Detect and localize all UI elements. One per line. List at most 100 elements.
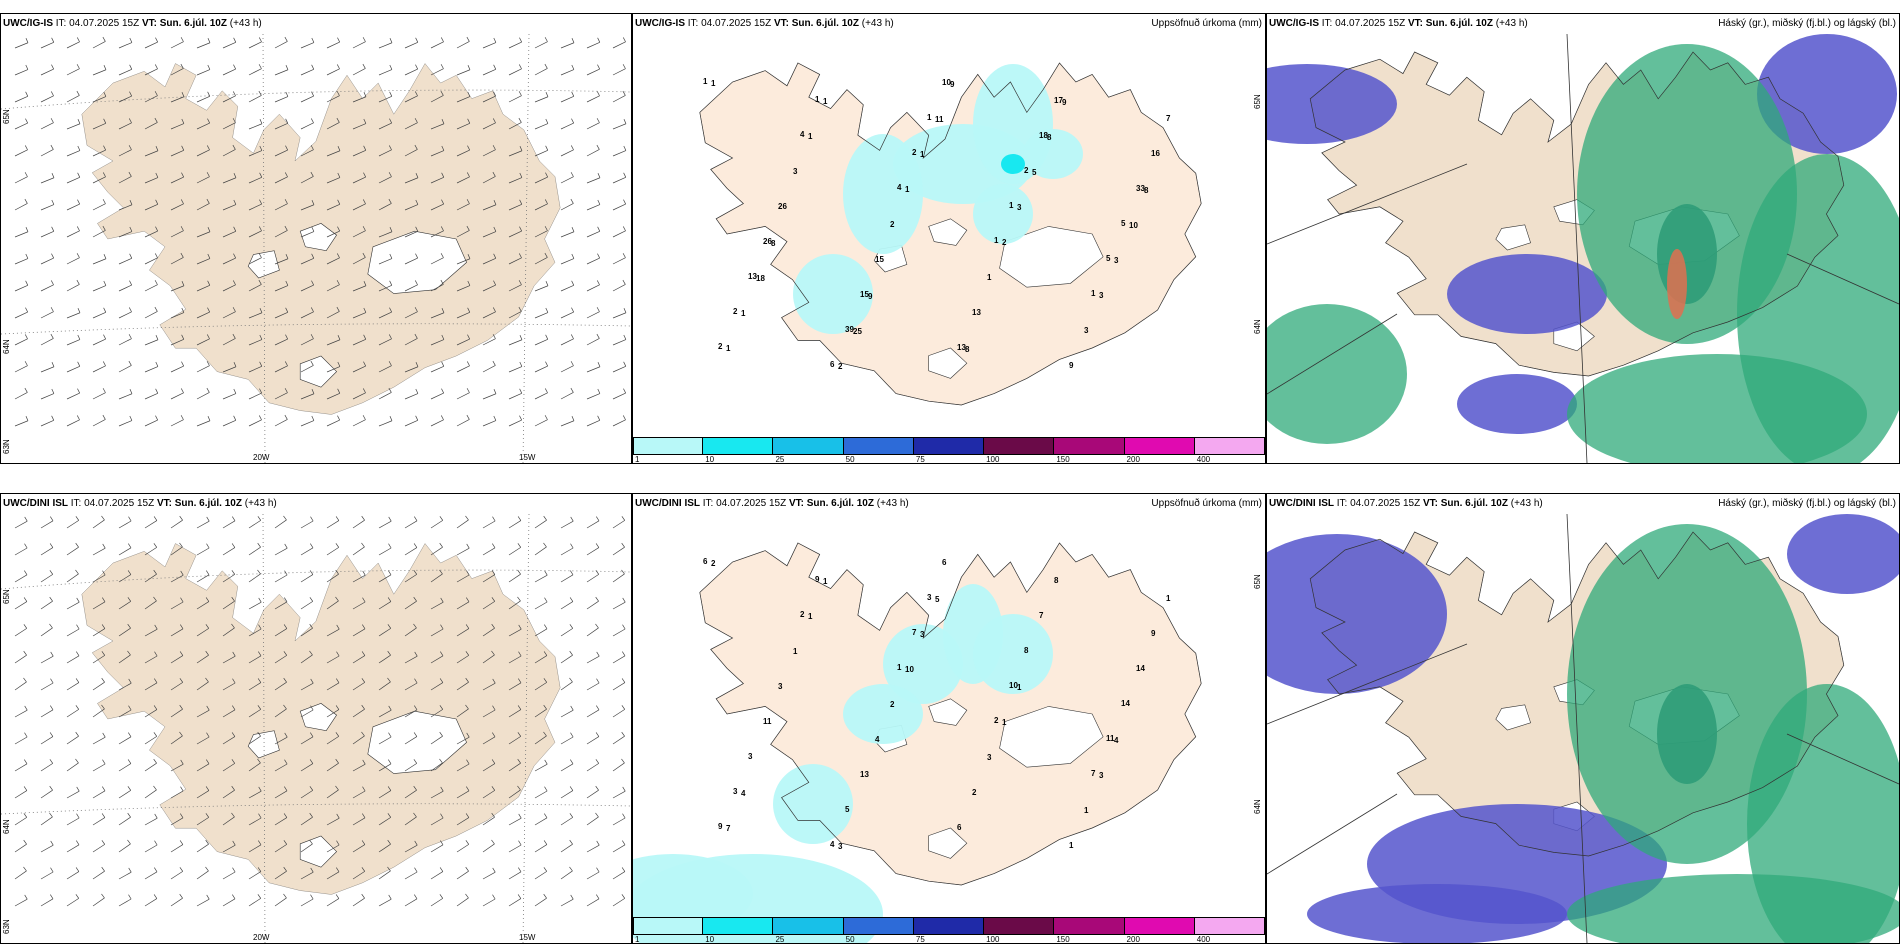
- coastline-overlay: [1310, 532, 1844, 856]
- precip-value: 3: [838, 842, 843, 851]
- colorbar-tick: 10: [705, 455, 715, 464]
- precip-value: 11: [935, 115, 944, 124]
- precip-value: 17: [1054, 96, 1063, 105]
- colorbar-swatch: [843, 437, 914, 455]
- map-canvas: [1, 33, 631, 463]
- precip-blob: [843, 684, 923, 744]
- panel-subtitle: Háský (gr.), miðský (fj.bl.) og lágský (…: [1718, 498, 1896, 509]
- precip-value: 10: [905, 665, 914, 674]
- precip-value: 11: [1106, 734, 1115, 743]
- precip-value: 11: [763, 717, 772, 726]
- high-cloud-peak: [1667, 249, 1687, 319]
- precip-blob: [1023, 129, 1083, 179]
- cloud-panel-top: UWC/IG-IS IT: 04.07.2025 15Z VT: Sun. 6.…: [1266, 13, 1900, 464]
- colorbar-swatch: [773, 437, 844, 455]
- precip-value: 3: [793, 167, 798, 176]
- precip-value: 5: [845, 805, 850, 814]
- low-cloud: [1787, 514, 1899, 594]
- precip-value: 9: [950, 80, 955, 89]
- precip-value: 16: [1151, 149, 1160, 158]
- precip-value: 2: [972, 788, 977, 797]
- precip-value: 8: [965, 345, 970, 354]
- precip-value: 6: [703, 557, 708, 566]
- colorbar-tick: 25: [775, 935, 785, 944]
- glacier-outline: [929, 219, 967, 246]
- colorbar-swatch: [633, 917, 704, 935]
- glacier-outline: [300, 836, 336, 867]
- precip-blob: [633, 854, 753, 934]
- glacier-outline: [300, 703, 336, 730]
- precip-value: 9: [1069, 361, 1074, 370]
- cloud-panel-bottom: UWC/DINI ISL IT: 04.07.2025 15Z VT: Sun.…: [1266, 493, 1900, 944]
- precip-value: 1: [726, 344, 731, 353]
- panel-subtitle: Háský (gr.), miðský (fj.bl.) og lágský (…: [1718, 18, 1896, 29]
- precip-value: 3: [1099, 771, 1104, 780]
- mid-cloud: [1567, 874, 1899, 943]
- longitude-label: 15W: [519, 933, 536, 942]
- colorbar-frame: [633, 917, 1265, 935]
- glacier-outline: [248, 251, 279, 278]
- low-cloud: [1267, 534, 1447, 694]
- precip-value: 5: [1032, 168, 1037, 177]
- colorbar-tick: 10: [705, 935, 715, 944]
- precip-value: 9: [815, 575, 820, 584]
- precip-value: 1: [905, 185, 910, 194]
- latitude-label: 65N: [2, 109, 11, 124]
- precip-value: 2: [1024, 166, 1029, 175]
- latitude-label: 63N: [2, 439, 11, 454]
- colorbar-tick: 25: [775, 455, 785, 464]
- colorbar-tick: 400: [1196, 455, 1211, 464]
- precip-values: 1441121215261251339101833261513171626151…: [703, 77, 1171, 371]
- precip-value: 1: [927, 113, 932, 122]
- precip-panel-top: 1 4 4 1 1 2 1 2 1 5 2 6 1 2 5 13 39 10 18 33 26 15 13 17 16 26 15 1…: [632, 13, 1266, 464]
- longitude-label: 15W: [519, 453, 536, 462]
- precip-value: 9: [1151, 629, 1156, 638]
- latitude-label: 64N: [1253, 319, 1262, 334]
- precip-value: 1: [1069, 841, 1074, 850]
- colorbar-frame: [633, 437, 1265, 455]
- glacier-outline: [929, 828, 967, 858]
- iceland-landmass: [82, 544, 560, 895]
- precip-value: 39: [845, 325, 854, 334]
- precip-value: 1: [808, 612, 813, 621]
- precip-value: 1: [994, 236, 999, 245]
- precip-value: 4: [875, 735, 880, 744]
- high-cloud: [1657, 204, 1717, 304]
- panel-title: UWC/IG-IS IT: 04.07.2025 15Z VT: Sun. 6.…: [3, 18, 262, 29]
- precip-value: 5: [935, 595, 940, 604]
- cloud-cover: [1267, 34, 1899, 463]
- colorbar-swatch: [633, 437, 704, 455]
- colorbar-swatch: [1124, 437, 1195, 455]
- coastline-overlay: [1310, 52, 1844, 376]
- precip-blob: [973, 614, 1053, 694]
- precip-value: 1: [1009, 201, 1014, 210]
- colorbar-tick: 1: [635, 935, 640, 944]
- precip-blob: [883, 624, 963, 704]
- precip-value: 9: [1062, 98, 1067, 107]
- precip-value: 1: [711, 79, 716, 88]
- mid-cloud: [1567, 354, 1867, 463]
- precip-value: 4: [897, 183, 902, 192]
- precip-value: 1: [823, 97, 828, 106]
- precip-value: 8: [1144, 186, 1149, 195]
- precip-value: 8: [771, 239, 776, 248]
- precip-value: 1: [897, 663, 902, 672]
- precip-value: 3: [1084, 326, 1089, 335]
- panel-title: UWC/DINI ISL IT: 04.07.2025 15Z VT: Sun.…: [635, 498, 909, 509]
- low-cloud: [1307, 884, 1567, 943]
- wind-barbs: [14, 515, 626, 907]
- latitude-label: 65N: [1253, 94, 1262, 109]
- precip-value: 7: [1166, 114, 1171, 123]
- colorbar-swatch: [1054, 917, 1125, 935]
- precip-value: 5: [1106, 254, 1111, 263]
- colorbar-tick: 50: [845, 935, 855, 944]
- precip-value: 3: [927, 593, 932, 602]
- precip-value: 7: [1091, 769, 1096, 778]
- precip-value: 1: [815, 95, 820, 104]
- mid-cloud: [1267, 304, 1407, 444]
- precip-value: 2: [890, 220, 895, 229]
- latitude-label: 64N: [2, 819, 11, 834]
- precip-value: 1: [823, 577, 828, 586]
- glacier-outline: [300, 223, 336, 250]
- colorbar-tick: 1: [635, 455, 640, 464]
